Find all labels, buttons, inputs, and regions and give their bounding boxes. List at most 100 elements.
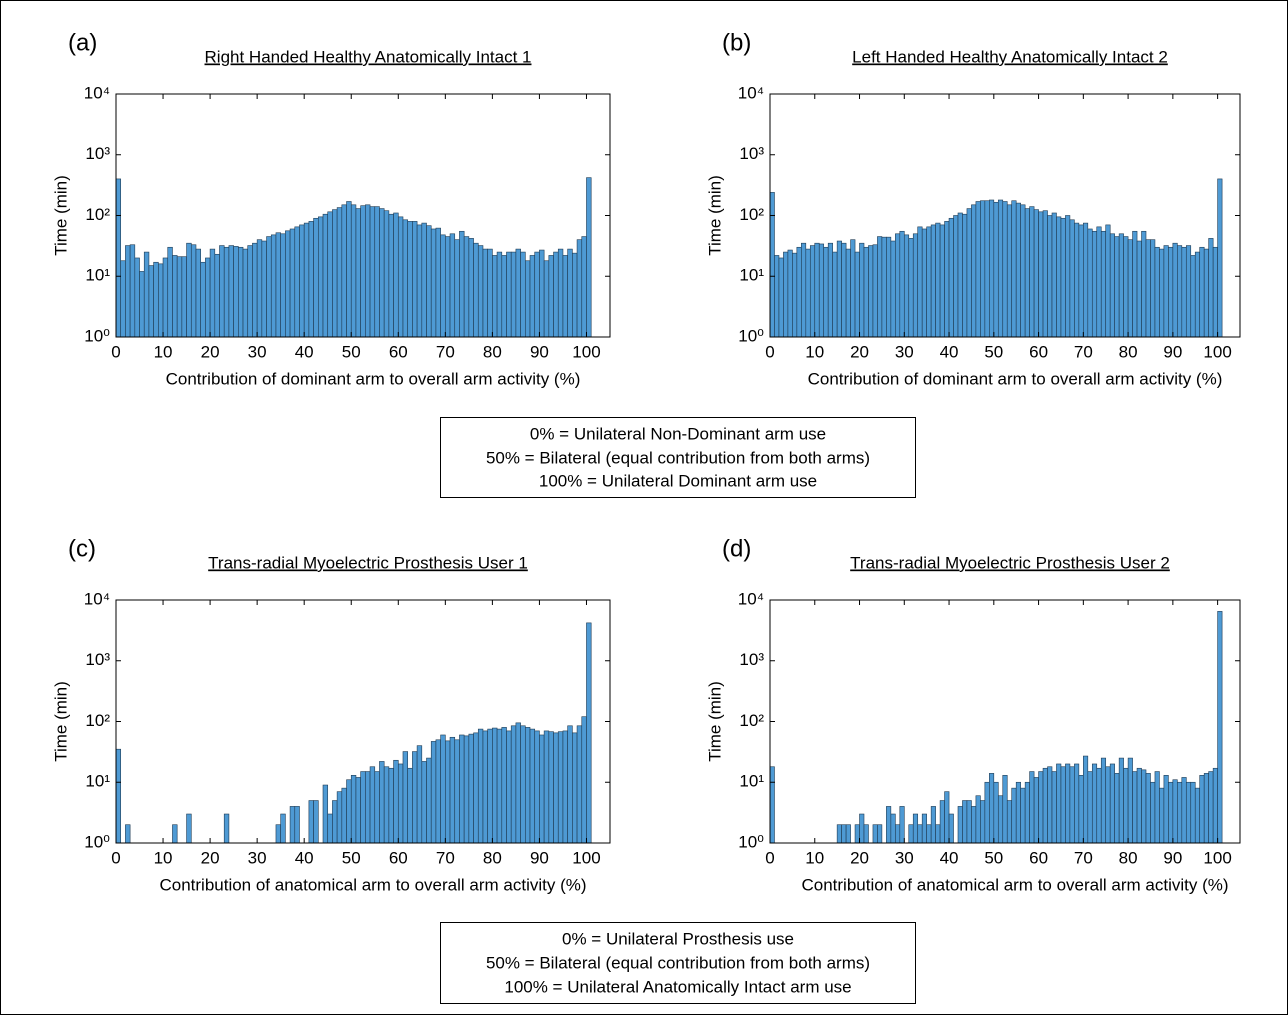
bar (407, 221, 413, 338)
bar (1190, 255, 1196, 338)
bar (948, 217, 954, 338)
bar (285, 230, 291, 338)
chart-title: Left Handed Healthy Anatomically Intact … (852, 47, 1168, 66)
note-box (440, 417, 916, 498)
bar (412, 751, 418, 844)
bar (962, 800, 968, 844)
bar (1078, 775, 1084, 844)
x-tick-label: 70 (1074, 848, 1093, 867)
bar (153, 261, 159, 338)
bar (1172, 242, 1178, 338)
bar (449, 233, 456, 338)
bar (774, 255, 780, 338)
bar (313, 800, 319, 844)
chart-title: Right Handed Healthy Anatomically Intact… (205, 47, 532, 66)
bar (944, 221, 950, 338)
bar (1150, 781, 1156, 844)
bar (1056, 763, 1062, 844)
bar (525, 260, 531, 338)
bar (980, 200, 986, 338)
x-tick-label: 0 (111, 848, 120, 867)
y-tick-label: 10¹ (85, 266, 110, 285)
x-axis-label: Contribution of dominant arm to overall … (808, 369, 1223, 388)
bar (266, 236, 272, 338)
bar (270, 234, 277, 338)
bar (1190, 781, 1196, 844)
bar (477, 728, 484, 844)
bar (863, 246, 869, 338)
x-tick-label: 90 (1163, 342, 1182, 361)
y-tick-label: 10⁴ (738, 83, 764, 102)
x-tick-label: 50 (984, 342, 1003, 361)
bar (529, 255, 536, 338)
y-tick-label: 10⁴ (84, 83, 110, 102)
x-tick-label: 80 (1119, 342, 1138, 361)
bar (336, 791, 343, 844)
bar (1029, 771, 1035, 844)
y-tick-label: 10⁴ (738, 589, 764, 608)
bar (939, 800, 945, 844)
bar (501, 255, 507, 338)
bar (1015, 781, 1021, 844)
bar (115, 178, 122, 338)
bar (223, 813, 230, 844)
bar (850, 239, 856, 338)
bar (1020, 204, 1026, 338)
bar (1141, 230, 1147, 338)
bar (143, 251, 150, 338)
x-tick-label: 70 (436, 342, 455, 361)
bar (261, 240, 267, 338)
y-tick-label: 10¹ (85, 772, 110, 791)
bar (308, 800, 314, 844)
bar (313, 217, 319, 338)
bar (1042, 210, 1048, 338)
x-tick-label: 0 (765, 848, 774, 867)
y-tick-label: 10² (85, 711, 110, 730)
bar (346, 201, 352, 338)
x-tick-label: 10 (154, 848, 173, 867)
bar (1217, 178, 1223, 338)
bar (1118, 757, 1124, 844)
bar (576, 725, 583, 844)
bar (908, 238, 914, 338)
x-tick-label: 20 (201, 342, 220, 361)
y-tick-label: 10³ (739, 650, 764, 669)
bar (1118, 233, 1124, 338)
bar (586, 622, 592, 844)
bar (930, 806, 936, 844)
bar (176, 256, 183, 338)
bar (520, 725, 526, 844)
bar (1172, 779, 1178, 844)
bar (515, 248, 521, 338)
bar (1060, 766, 1066, 844)
bar (926, 824, 932, 844)
bar (975, 201, 981, 338)
bar (388, 213, 394, 338)
bar (200, 261, 206, 338)
x-tick-label: 0 (765, 342, 774, 361)
bar (445, 236, 451, 338)
bar (1154, 771, 1160, 844)
y-tick-label: 10⁰ (738, 832, 764, 851)
bar (139, 271, 145, 338)
bar (912, 233, 919, 338)
bar (172, 824, 178, 844)
bar (562, 730, 568, 844)
bar (459, 734, 465, 844)
bar (525, 727, 531, 844)
bar (1002, 201, 1008, 338)
bar (886, 806, 892, 844)
bar (921, 228, 927, 338)
bar (332, 209, 338, 338)
x-tick-label: 10 (154, 342, 173, 361)
bar (350, 204, 357, 338)
bar (327, 813, 333, 844)
bar (1114, 236, 1120, 338)
bar (1194, 251, 1201, 338)
bar (854, 824, 860, 844)
chart-title: Trans-radial Myoelectric Prosthesis User… (850, 553, 1170, 572)
bar (397, 216, 404, 338)
bar (195, 248, 201, 338)
note-line: 50% = Bilateral (equal contribution from… (486, 448, 870, 467)
bar (186, 813, 192, 844)
